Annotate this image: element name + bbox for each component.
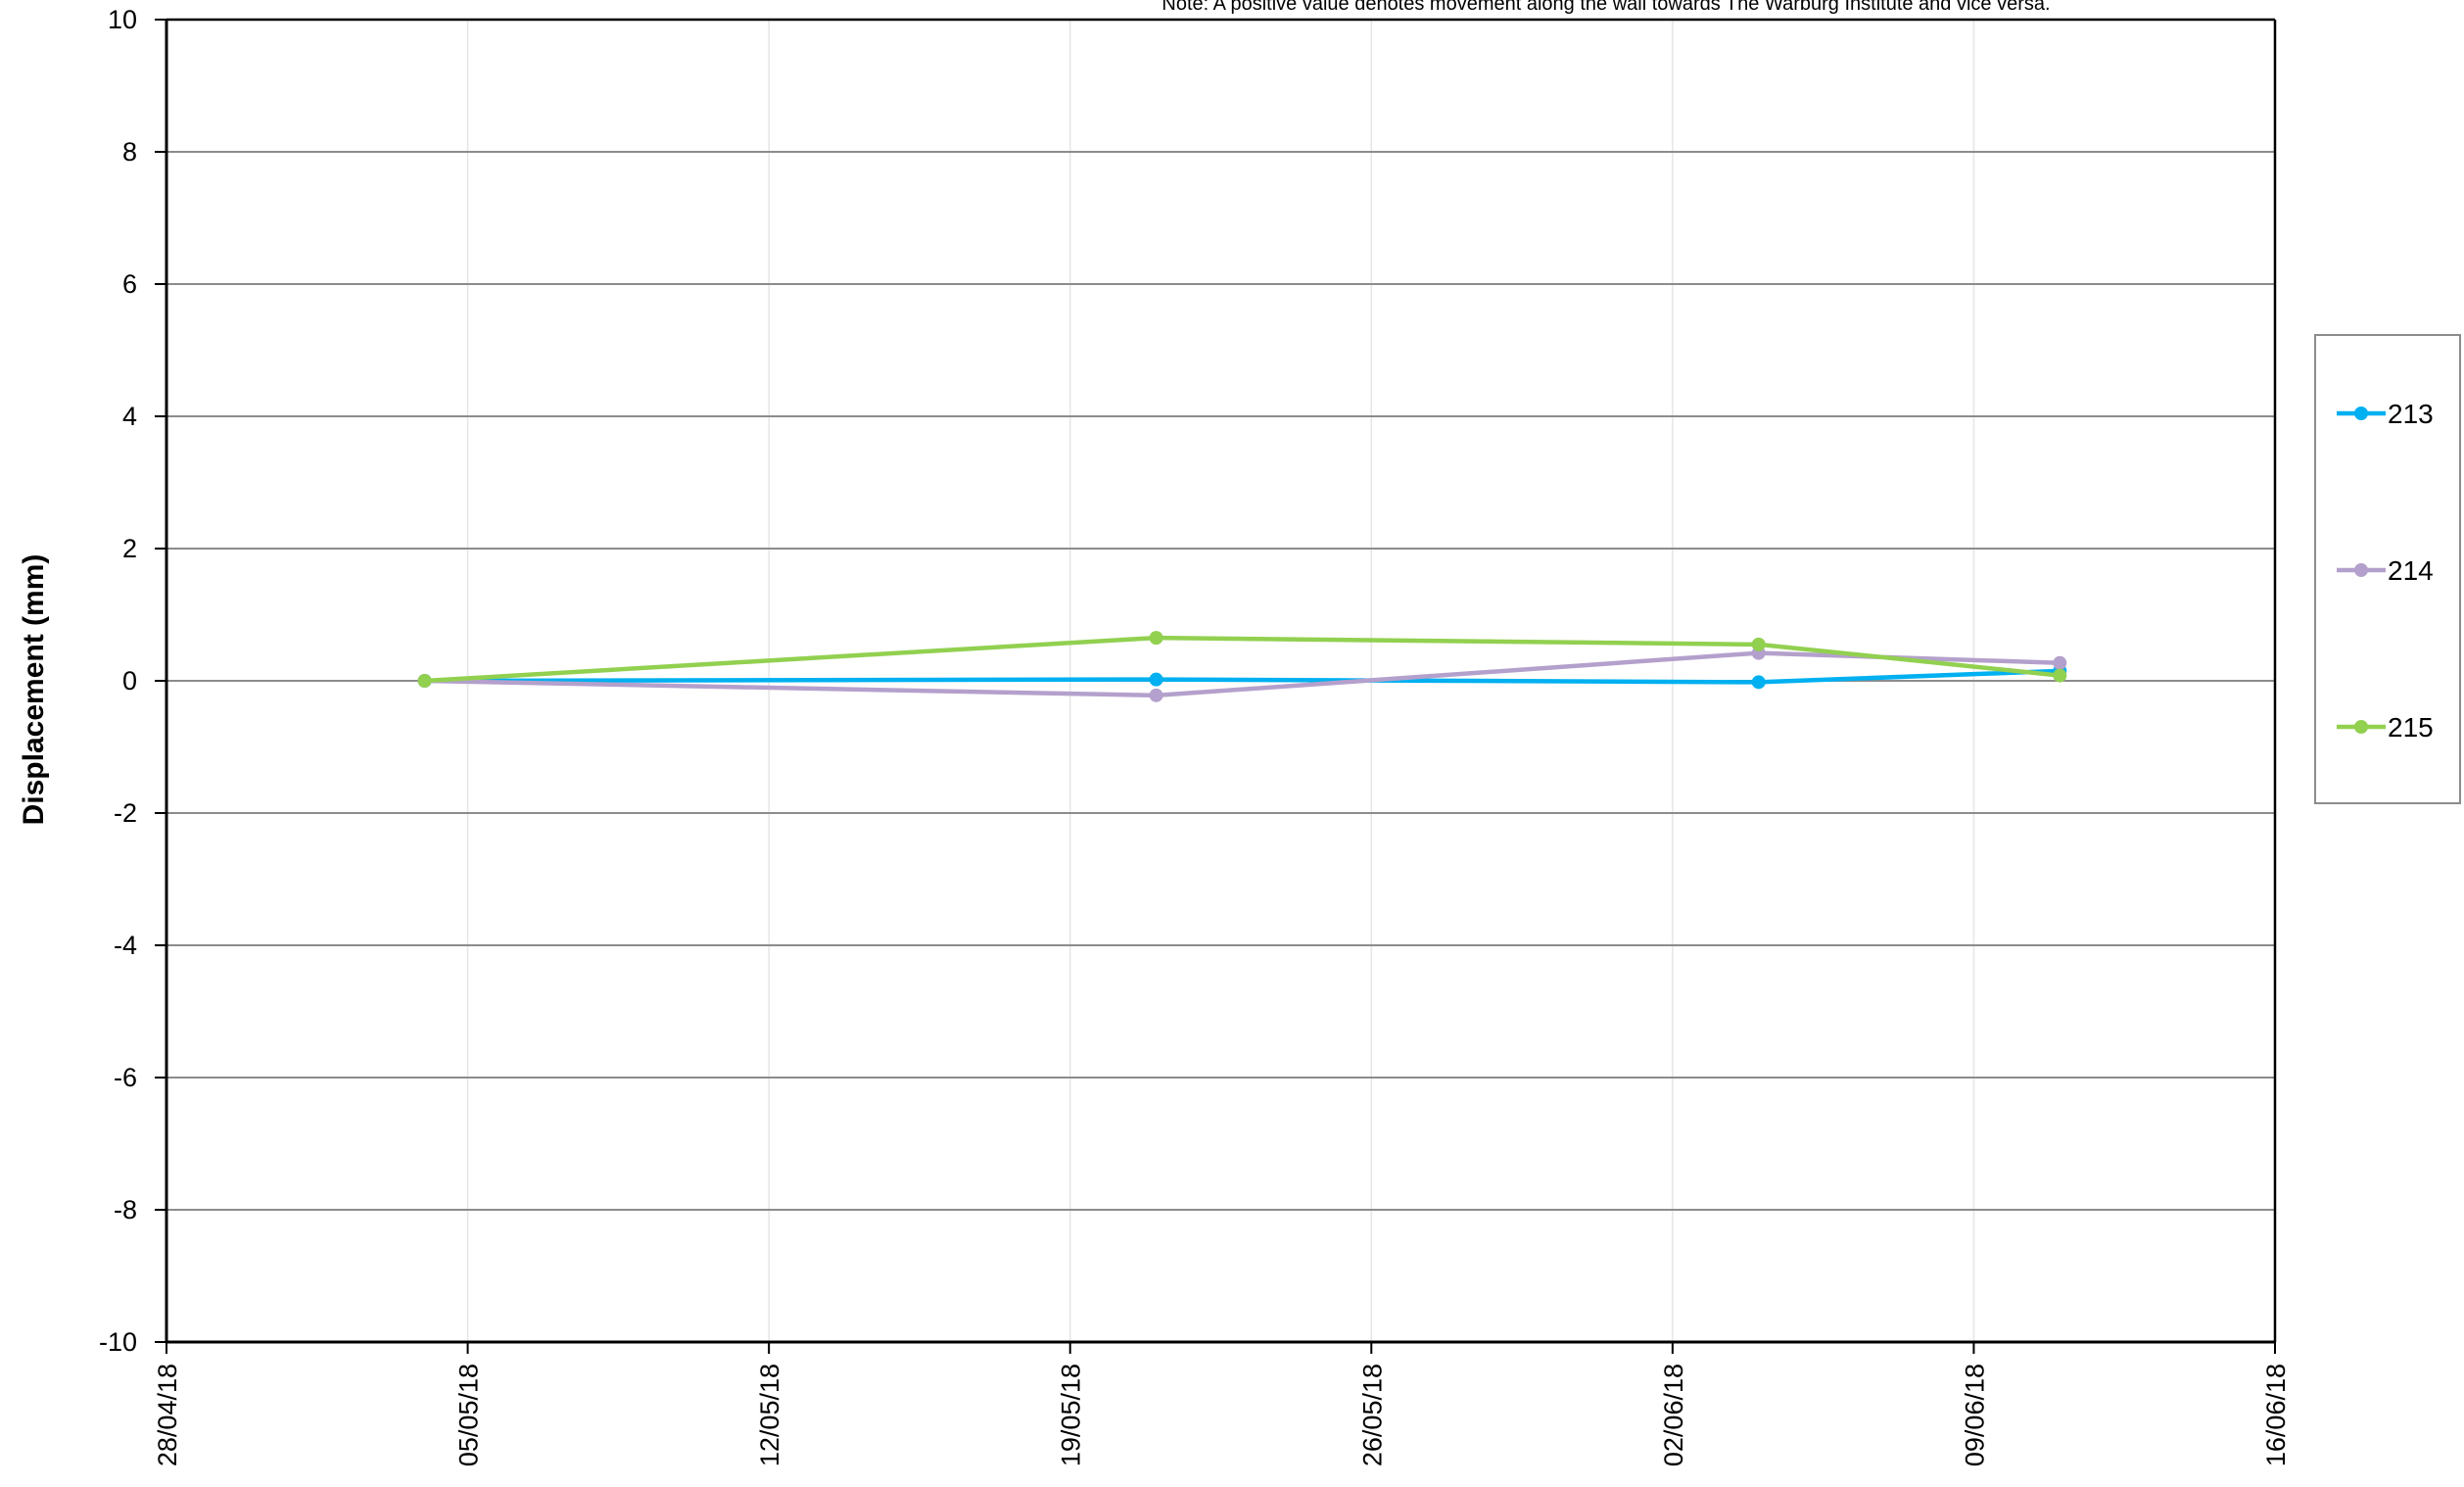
y-tick-label: -4 [114, 931, 137, 960]
legend-swatch-marker [2354, 720, 2368, 734]
data-point-214 [1149, 688, 1163, 702]
y-tick-label: 6 [122, 269, 137, 299]
y-tick-label: 0 [122, 666, 137, 696]
y-tick-label: -10 [99, 1327, 137, 1357]
data-point-214 [2053, 655, 2067, 670]
axes [155, 18, 2277, 1354]
series-line-215 [424, 635, 2061, 684]
y-tick-label: -6 [114, 1063, 137, 1092]
y-tick-label: 8 [122, 137, 137, 167]
data-series [417, 631, 2067, 702]
x-tick-labels: 28/04/18 05/05/18 12/05/18 19/05/18 26/05/18… [153, 1364, 2291, 1466]
data-point-215 [1149, 631, 1163, 646]
y-tick-label: -8 [114, 1195, 137, 1224]
x-tick-label: 05/05/18 [454, 1364, 484, 1466]
x-tick-label: 09/06/18 [1960, 1364, 1989, 1466]
data-point-215 [2053, 668, 2067, 683]
series-214 [417, 646, 2067, 702]
y-tick-label: -2 [114, 798, 137, 828]
x-tick-label: 12/05/18 [755, 1364, 784, 1466]
x-tick-label: 16/06/18 [2261, 1364, 2291, 1466]
data-point-213 [1149, 672, 1163, 687]
legend-label: 215 [2388, 712, 2434, 743]
legend-swatch-marker [2354, 563, 2368, 577]
legend-label: 213 [2388, 399, 2434, 429]
series-line-214 [424, 650, 2061, 698]
chart-note: Note: A positive value denotes movement … [1161, 0, 2050, 15]
legend-entry-213: 213 [2337, 399, 2434, 429]
x-tick-label: 28/04/18 [153, 1364, 182, 1466]
data-point-215 [1751, 637, 1766, 651]
legend-label: 214 [2388, 555, 2434, 586]
series-line-213 [424, 668, 2061, 685]
y-tick-labels: 10 8 6 4 2 0 -2 -4 -6 -8 -10 [99, 5, 137, 1357]
series-215 [417, 631, 2067, 688]
y-axis-label: Displacement (mm) [18, 554, 50, 826]
x-tick-label: 02/06/18 [1659, 1364, 1688, 1466]
legend: 213 214 215 [2314, 334, 2461, 804]
y-tick-label: 2 [122, 534, 137, 563]
y-tick-label: 10 [108, 5, 137, 34]
legend-entry-214: 214 [2337, 555, 2434, 586]
x-tick-label: 26/05/18 [1357, 1364, 1387, 1466]
legend-entry-215: 215 [2337, 712, 2434, 743]
y-tick-label: 4 [122, 402, 137, 431]
legend-swatch-marker [2354, 407, 2368, 420]
data-point-213 [1751, 675, 1766, 690]
data-point-215 [417, 674, 432, 688]
x-tick-label: 19/05/18 [1057, 1364, 1086, 1466]
